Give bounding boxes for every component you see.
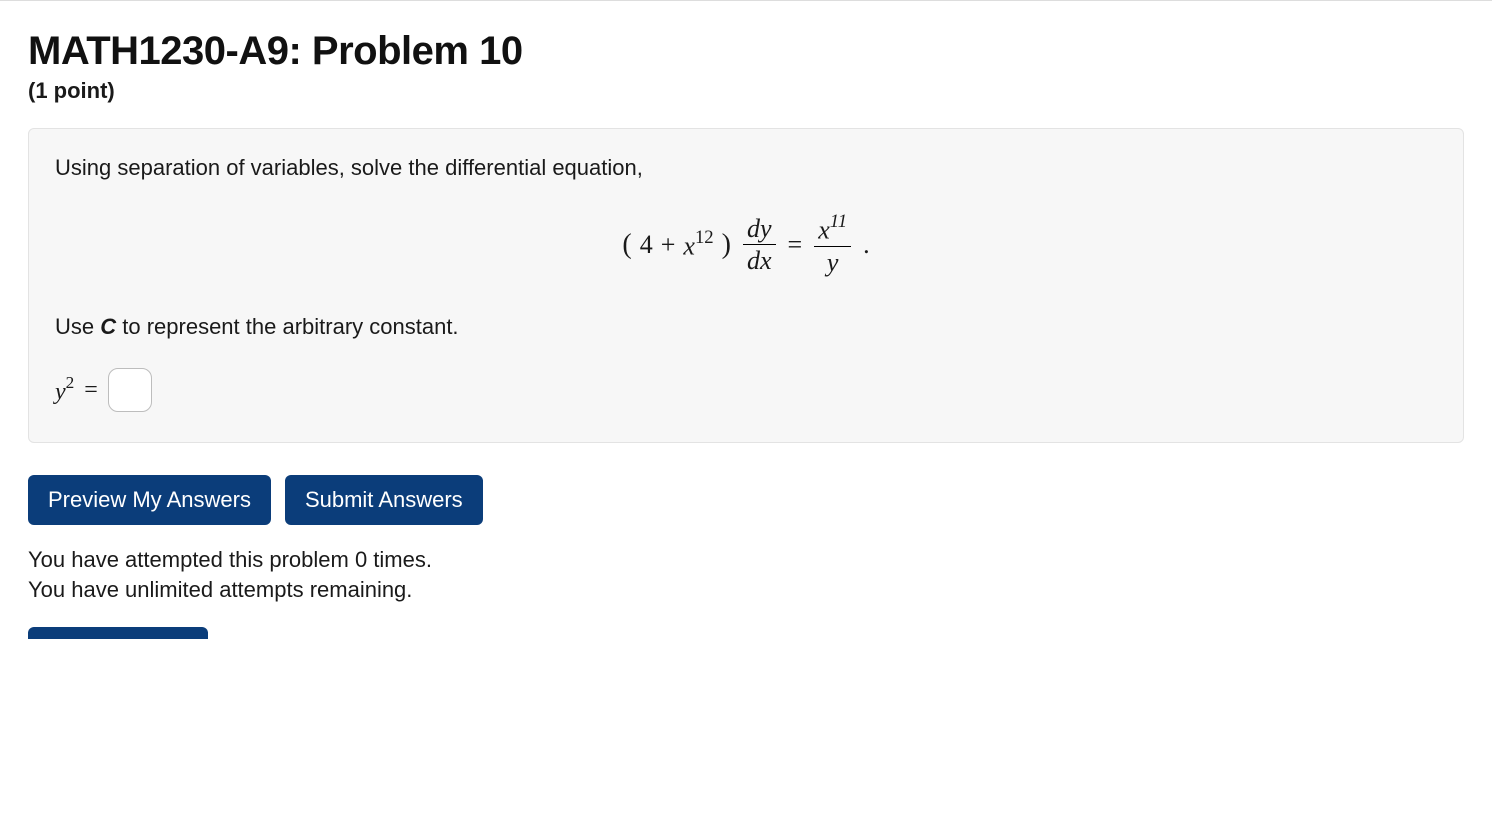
problem-page: MATH1230-A9: Problem 10 (1 point) Using …	[0, 0, 1492, 664]
problem-box: Using separation of variables, solve the…	[28, 128, 1464, 443]
rhs-denominator: y	[823, 249, 843, 276]
differential-equation: (4 + x12 ) dy dx = x11 y .	[55, 214, 1437, 276]
answer-lhs: y2	[55, 375, 74, 406]
close-paren: )	[722, 229, 731, 261]
equals-sign: =	[788, 230, 803, 260]
rhs-numerator: x11	[814, 214, 851, 244]
points-label: (1 point)	[28, 78, 1464, 104]
rhs-fraction: x11 y	[814, 214, 851, 276]
constant-instruction: Use C to represent the arbitrary constan…	[55, 314, 1437, 340]
answer-equals: =	[84, 377, 98, 404]
dy-dx-fraction: dy dx	[743, 215, 776, 275]
attempts-remaining: You have unlimited attempts remaining.	[28, 577, 1464, 603]
preview-button[interactable]: Preview My Answers	[28, 475, 271, 525]
trailing-period: .	[863, 230, 870, 260]
answer-input[interactable]	[108, 368, 152, 412]
answer-row: y2 =	[55, 368, 1437, 412]
partial-visible-button[interactable]	[28, 627, 208, 639]
dy-numerator: dy	[743, 215, 776, 242]
dx-denominator: dx	[743, 247, 776, 274]
plus-sign: +	[661, 230, 676, 260]
problem-intro: Using separation of variables, solve the…	[55, 153, 1437, 184]
var-x: x	[683, 231, 695, 260]
submit-button[interactable]: Submit Answers	[285, 475, 483, 525]
coef-4: 4	[640, 230, 653, 260]
button-row: Preview My Answers Submit Answers	[28, 475, 1464, 525]
open-paren: (	[622, 229, 631, 261]
page-title: MATH1230-A9: Problem 10	[28, 29, 1464, 74]
constant-symbol: C	[100, 314, 116, 339]
attempts-made: You have attempted this problem 0 times.	[28, 547, 1464, 573]
attempt-status: You have attempted this problem 0 times.…	[28, 547, 1464, 603]
exp-12: 12	[695, 227, 714, 248]
